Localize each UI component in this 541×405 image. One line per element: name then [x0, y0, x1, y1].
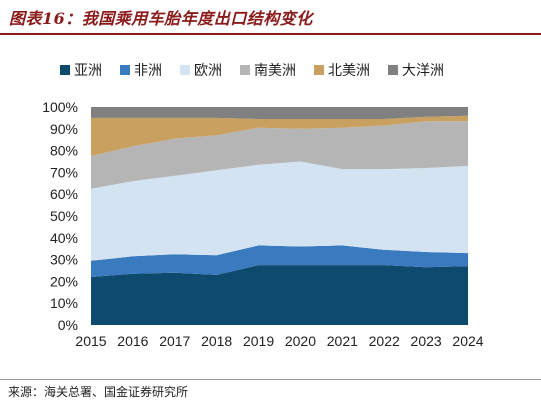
y-tick-label: 10% — [50, 295, 78, 311]
x-axis: 2015 2016 2017 2018 2019 2020 2021 2022 2023 2024 — [75, 333, 483, 349]
legend-item: 北美洲 — [314, 60, 370, 80]
y-tick-label: 40% — [50, 230, 78, 246]
legend-label: 非洲 — [134, 63, 162, 79]
x-tick-label: 2024 — [452, 333, 483, 349]
y-tick-label: 0% — [58, 317, 78, 333]
area-series — [91, 121, 468, 189]
y-tick-label: 20% — [50, 273, 78, 289]
legend-label: 大洋洲 — [402, 63, 444, 79]
legend-label: 欧洲 — [194, 63, 222, 79]
area-series — [91, 265, 468, 325]
legend-item: 南美洲 — [240, 60, 296, 80]
legend-swatch — [240, 65, 250, 75]
legend-swatch — [120, 65, 130, 75]
y-tick-label: 60% — [50, 186, 78, 202]
chart-source: 来源：海关总署、国金证券研究所 — [8, 385, 189, 399]
legend-item: 欧洲 — [180, 60, 222, 80]
x-tick-label: 2017 — [159, 333, 190, 349]
title-divider — [0, 33, 541, 35]
y-tick-label: 70% — [50, 164, 78, 180]
source-divider — [0, 379, 541, 380]
y-tick-label: 50% — [50, 208, 78, 224]
x-tick-label: 2022 — [369, 333, 400, 349]
x-tick-label: 2020 — [285, 333, 316, 349]
area-series — [91, 107, 468, 119]
legend-label: 亚洲 — [74, 63, 102, 79]
area-series — [91, 115, 468, 157]
legend-swatch — [388, 65, 398, 75]
legend-item: 大洋洲 — [388, 60, 444, 80]
legend-swatch — [180, 65, 190, 75]
x-tick-label: 2016 — [117, 333, 148, 349]
x-tick-label: 2021 — [327, 333, 358, 349]
x-tick-label: 2019 — [243, 333, 274, 349]
x-tick-label: 2023 — [411, 333, 442, 349]
legend-item: 亚洲 — [60, 60, 102, 80]
area-layers — [91, 107, 468, 325]
y-tick-label: 80% — [50, 143, 78, 159]
x-tick-label: 2015 — [75, 333, 106, 349]
stacked-area-chart: 0%10%20%30%40%50%60%70%80%90%100% 2015 20… — [42, 99, 484, 349]
legend-swatch — [314, 65, 324, 75]
x-tick-label: 2018 — [201, 333, 232, 349]
area-series — [91, 245, 468, 277]
legend-item: 非洲 — [120, 60, 162, 80]
chart-title: 图表16：我国乘用车胎年度出口结构变化 — [9, 9, 313, 28]
legend-label: 北美洲 — [328, 63, 370, 79]
legend-swatch — [60, 65, 70, 75]
area-series — [91, 161, 468, 261]
chart-legend: 亚洲 非洲 欧洲 南美洲 北美洲 大洋洲 — [60, 60, 444, 80]
legend-label: 南美洲 — [254, 63, 296, 79]
y-tick-label: 90% — [50, 121, 78, 137]
y-axis: 0% 10% 20% 30% 40% 50% 60% 70% 80% 90% 100% — [42, 99, 78, 333]
y-tick-label: 100% — [42, 99, 78, 115]
y-tick-label: 30% — [50, 252, 78, 268]
